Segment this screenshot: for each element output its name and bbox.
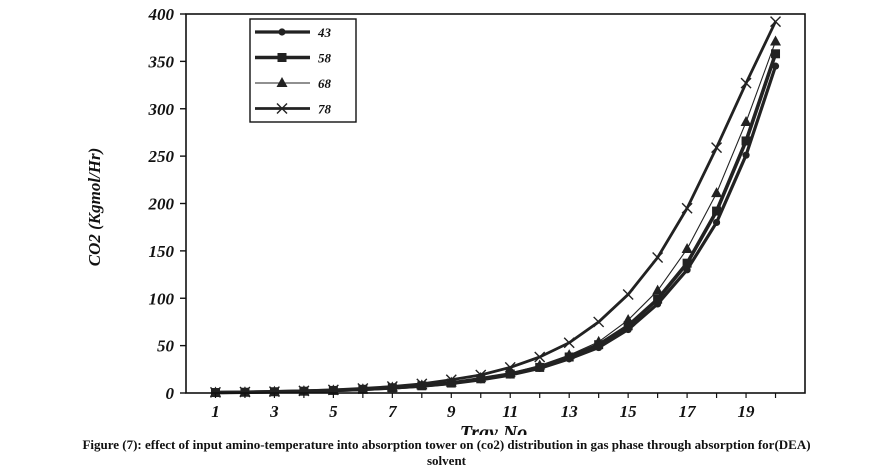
caption-line-2: solvent [427, 453, 466, 468]
data-point [711, 142, 723, 154]
y-tick-label: 350 [148, 52, 175, 71]
y-tick-label: 200 [148, 195, 175, 214]
x-tick-label: 11 [502, 402, 518, 421]
data-point [504, 367, 516, 378]
y-tick-label: 400 [148, 5, 175, 24]
legend-entry: 58 [255, 51, 332, 66]
data-point [623, 321, 633, 331]
data-point [504, 361, 516, 373]
data-point [276, 103, 288, 114]
data-point [416, 378, 428, 390]
x-tick-label: 7 [388, 402, 398, 421]
x-tick-label: 19 [738, 402, 756, 421]
legend-entry: 68 [255, 76, 332, 91]
data-point [276, 77, 288, 87]
data-point [653, 294, 663, 304]
data-point [652, 284, 664, 295]
data-point [740, 116, 752, 127]
data-point [681, 242, 693, 253]
legend-entry: 78 [255, 102, 332, 117]
caption-line-1: Figure (7): effect of input amino-temper… [82, 437, 811, 452]
legend-label: 43 [317, 25, 332, 40]
data-point [712, 206, 722, 216]
data-point [652, 252, 664, 264]
x-tick-label: 5 [329, 402, 338, 421]
series-78 [209, 16, 782, 398]
y-tick-label: 50 [157, 337, 175, 356]
data-point [681, 202, 693, 214]
data-point [268, 386, 280, 398]
data-point [740, 77, 752, 89]
data-point [712, 218, 721, 227]
data-point [475, 371, 487, 382]
legend: 43 58 68 78 [249, 18, 357, 123]
x-tick-label: 15 [620, 402, 638, 421]
data-point [357, 382, 369, 394]
y-tick-label: 250 [148, 147, 175, 166]
legend-label: 68 [318, 76, 332, 91]
data-point [622, 288, 634, 300]
data-point [770, 35, 782, 46]
legend-label: 58 [318, 51, 332, 66]
data-point [711, 187, 723, 198]
x-tick-label: 3 [269, 402, 279, 421]
data-point [742, 151, 750, 159]
data-point [622, 314, 634, 325]
x-tick-label: 1 [211, 402, 220, 421]
figure-caption: Figure (7): effect of input amino-temper… [0, 437, 893, 469]
data-point [770, 16, 782, 28]
x-axis-title: Tray No. [460, 422, 533, 435]
x-tick-label: 13 [561, 402, 579, 421]
data-point [278, 28, 286, 36]
legend-entry: 43 [255, 25, 332, 40]
y-tick-label: 150 [149, 242, 175, 261]
data-point [593, 316, 605, 328]
data-point [682, 258, 692, 268]
y-tick-label: 300 [148, 100, 175, 119]
data-point [593, 335, 605, 346]
data-point [298, 385, 310, 397]
data-point [386, 381, 398, 393]
data-point [534, 351, 546, 363]
data-point [563, 337, 575, 349]
data-point [475, 369, 487, 381]
x-tick-label: 17 [679, 402, 698, 421]
legend-box [249, 18, 357, 123]
data-point [445, 376, 457, 387]
data-point [741, 136, 751, 146]
y-tick-label: 0 [166, 384, 175, 403]
data-point [534, 359, 546, 370]
legend-label: 78 [318, 102, 332, 117]
x-tick-label: 9 [447, 402, 456, 421]
series-line [215, 20, 777, 394]
data-point [277, 53, 287, 62]
data-point [771, 49, 781, 59]
y-tick-label: 100 [149, 289, 175, 308]
data-point [563, 349, 575, 360]
y-axis-title: CO2 (Kgmol/Hr) [85, 148, 104, 267]
data-point [445, 374, 457, 386]
data-point [239, 386, 251, 398]
